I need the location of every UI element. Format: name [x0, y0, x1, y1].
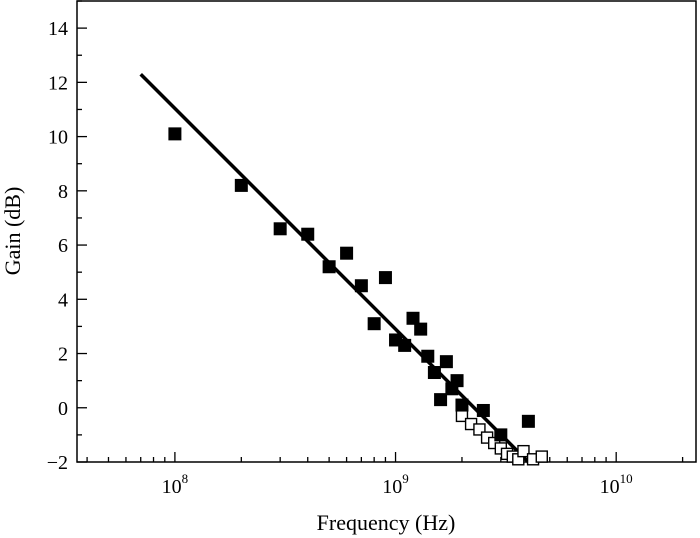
filled-square-point: [340, 246, 354, 260]
filled-square-point: [450, 374, 464, 388]
plot-frame: [76, 0, 697, 463]
filled-square-point: [322, 260, 336, 274]
y-tick-label: 14: [48, 18, 68, 40]
y-tick-label: −2: [47, 452, 68, 474]
axis-ticks: [77, 0, 684, 463]
data-points: [168, 127, 548, 466]
filled-square-point: [378, 271, 392, 285]
x-tick-label: 1010: [600, 471, 633, 498]
y-tick-label: 0: [58, 398, 68, 420]
x-axis-label: Frequency (Hz): [317, 510, 456, 535]
filled-square-point: [301, 227, 315, 241]
filled-square-point: [414, 322, 428, 336]
filled-square-point: [521, 414, 535, 428]
x-tick-label: 108: [162, 471, 189, 498]
filled-square-point: [455, 398, 469, 412]
filled-square-point: [354, 279, 368, 293]
filled-square-point: [273, 222, 287, 236]
y-tick-label: 8: [58, 181, 68, 203]
filled-square-point: [406, 311, 420, 325]
open-square-point: [535, 450, 548, 463]
filled-square-point: [234, 178, 248, 192]
filled-square-point: [476, 403, 490, 417]
filled-square-point: [494, 428, 508, 442]
y-tick-label: 2: [58, 344, 68, 366]
filled-square-point: [427, 366, 441, 380]
open-square-point: [517, 444, 530, 458]
filled-square-point: [367, 317, 381, 331]
y-tick-label: 4: [58, 289, 68, 311]
tick-labels: 108 109 1010 −2 0 2 4 6 8 10 12 14: [47, 18, 633, 498]
open-square-point: [473, 423, 486, 436]
filled-square-point: [421, 349, 435, 363]
y-tick-label: 12: [48, 72, 68, 94]
filled-square-point: [439, 355, 453, 369]
filled-square-point: [168, 127, 182, 141]
y-tick-label: 10: [48, 127, 68, 149]
filled-square-point: [398, 338, 412, 352]
y-tick-label: 6: [58, 235, 68, 257]
y-axis-label: Gain (dB): [0, 187, 25, 276]
filled-square-point: [434, 393, 448, 407]
x-tick-label: 109: [382, 471, 409, 498]
